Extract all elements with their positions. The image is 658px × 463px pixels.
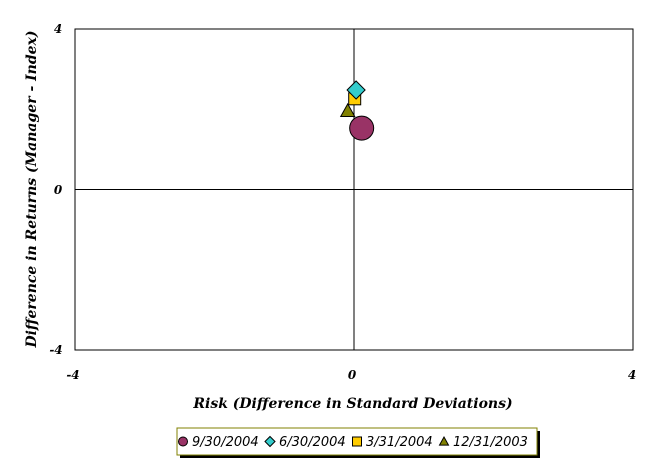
legend-marker-diamond bbox=[264, 435, 276, 448]
y-tick-label: -4 bbox=[49, 343, 62, 357]
legend-label: 9/30/2004 bbox=[192, 435, 259, 450]
x-tick-label: 4 bbox=[628, 368, 636, 382]
x-axis-title: Risk (Difference in Standard Deviations) bbox=[192, 396, 512, 412]
legend-label: 3/31/2004 bbox=[366, 435, 433, 450]
legend-marker-square bbox=[352, 436, 362, 447]
y-tick-label: 4 bbox=[54, 22, 62, 36]
x-tick-label: -4 bbox=[66, 368, 79, 382]
x-tick-label: 0 bbox=[348, 368, 357, 382]
legend-marker-circle bbox=[178, 436, 188, 447]
legend-marker-triangle bbox=[438, 435, 450, 446]
data-point-triangle bbox=[339, 102, 356, 117]
legend-label: 6/30/2004 bbox=[279, 435, 346, 450]
data-point-circle bbox=[349, 115, 375, 141]
data-point-diamond bbox=[346, 80, 366, 100]
data-points bbox=[339, 80, 375, 141]
legend: 9/30/2004 6/30/2004 3/31/2004 12/31/2003 bbox=[176, 427, 540, 458]
y-tick-label: 0 bbox=[54, 183, 63, 197]
y-axis-title: Difference in Returns (Manager - Index) bbox=[24, 30, 40, 348]
legend-label: 12/31/2003 bbox=[453, 435, 528, 450]
